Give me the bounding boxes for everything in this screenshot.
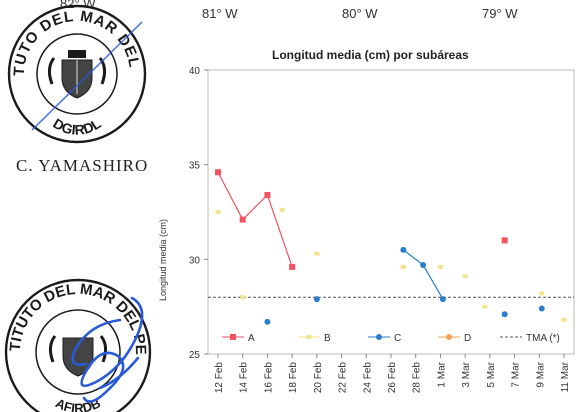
series-b-point	[400, 264, 406, 269]
x-tick-label: 16 Feb	[263, 362, 274, 394]
series-b-point	[279, 208, 285, 213]
x-tick-label: 12 Feb	[214, 362, 225, 394]
y-tick-label: 40	[189, 66, 201, 77]
y-tick-label: 25	[189, 350, 201, 361]
x-tick-label: 3 Mar	[461, 361, 472, 387]
series-b-point	[462, 274, 468, 279]
longitude-label-81w: 81° W	[202, 6, 238, 21]
series-b-point	[437, 264, 443, 269]
x-tick-label: 24 Feb	[362, 362, 373, 394]
legend-swatch-marker	[446, 333, 452, 340]
longitude-label-80w: 80° W	[342, 6, 378, 21]
plot-frame	[207, 69, 575, 355]
x-tick-label: 7 Mar	[511, 361, 522, 387]
series-a-line	[266, 194, 293, 268]
legend-label: TMA (*)	[526, 333, 560, 344]
series-b-point	[314, 251, 320, 256]
legend-item-b: B	[298, 333, 331, 344]
legend-item-c: C	[368, 333, 401, 344]
x-tick-label: 28 Feb	[412, 362, 423, 394]
longitude-label-79w: 79° W	[482, 6, 518, 21]
series-c-point	[501, 311, 508, 318]
x-tick-label: 26 Feb	[387, 362, 398, 394]
legend-label: A	[248, 333, 255, 344]
coat-of-arms-icon	[47, 50, 107, 99]
series-b-point	[539, 291, 545, 296]
series-c-line	[422, 264, 444, 300]
legend-item-d: D	[438, 333, 471, 344]
chart-title: Longitud media (cm) por subáreas	[272, 48, 469, 62]
series-a-line	[242, 194, 268, 220]
series-b-point	[561, 317, 567, 322]
legend-item-a: A	[222, 333, 255, 344]
series-a-point	[239, 216, 246, 223]
series-a-point	[264, 191, 271, 198]
y-tick-label: 35	[189, 161, 201, 172]
coat-of-arms-icon	[48, 335, 108, 377]
series-a-point	[215, 169, 221, 176]
legend-swatch-marker	[376, 333, 382, 340]
legend-swatch-marker	[306, 334, 312, 339]
series-b-point	[240, 295, 246, 300]
x-tick-label: 11 Mar	[560, 361, 571, 392]
x-tick-label: 14 Feb	[239, 362, 250, 394]
series-c-point	[420, 262, 427, 269]
series-c-point	[400, 246, 407, 253]
signatory-name: C. YAMASHIRO	[16, 156, 149, 175]
legend-label: C	[394, 333, 401, 344]
legend-swatch-marker	[230, 333, 236, 340]
legend-label: B	[324, 333, 331, 344]
x-tick-label: 22 Feb	[338, 362, 349, 394]
legend-item-tma: TMA (*)	[500, 333, 560, 344]
x-tick-label: 18 Feb	[288, 362, 299, 394]
svg-text:DGIRDL: DGIRDL	[50, 115, 104, 138]
svg-text:AFIRDB: AFIRDB	[53, 395, 103, 412]
handwritten-signature	[71, 296, 144, 403]
series-b-point	[215, 210, 221, 214]
mean-length-chart: 25 30 35 40 12 Feb 14 Feb 16 Feb 18 Feb 20 Feb 22…	[158, 66, 575, 394]
x-tick-label: 1 Mar	[436, 361, 447, 387]
series-c-line	[402, 249, 424, 266]
y-axis-label: Longitud media (cm)	[158, 219, 168, 301]
series-c-point	[264, 318, 271, 325]
series-c-point	[439, 296, 446, 303]
y-tick-label: 30	[189, 255, 201, 266]
x-tick-label: 9 Mar	[535, 361, 546, 387]
series-a-line	[217, 171, 244, 220]
series-a-point	[289, 263, 296, 270]
series-a-point	[501, 237, 508, 244]
institution-seal: INSTITUTO DEL MAR DEL PERU DGIRDL	[2, 2, 147, 144]
series-c-point	[313, 296, 320, 303]
x-tick-label: 5 Mar	[486, 361, 497, 387]
series-b-point	[482, 304, 488, 309]
seal2-bottom-text: AFIRDB	[53, 395, 103, 412]
seal-bottom-text: DGIRDL	[50, 115, 104, 138]
x-tick-label: 20 Feb	[313, 362, 324, 394]
signed-seal: INSTITUTO DEL MAR DEL PERU AFIRDB	[0, 276, 152, 412]
series-c-point	[538, 305, 545, 312]
legend-label: D	[464, 333, 471, 344]
